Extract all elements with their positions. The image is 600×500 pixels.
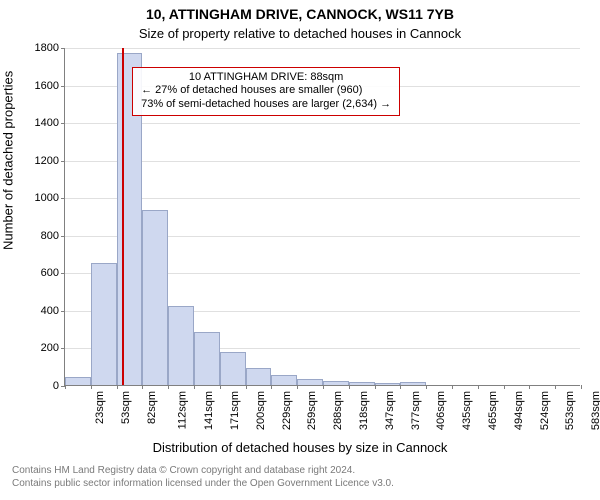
reference-line bbox=[122, 48, 124, 385]
annotation-line: ← 27% of detached houses are smaller (96… bbox=[141, 84, 391, 98]
xtick-mark bbox=[555, 385, 556, 389]
ytick-label: 1800 bbox=[35, 42, 65, 54]
xtick-label: 435sqm bbox=[461, 391, 473, 430]
chart-title: 10, ATTINGHAM DRIVE, CANNOCK, WS11 7YB bbox=[0, 6, 600, 22]
footer-attribution: Contains HM Land Registry data © Crown c… bbox=[12, 464, 394, 490]
xtick-mark bbox=[91, 385, 92, 389]
histogram-bar bbox=[323, 381, 349, 385]
ytick-label: 1200 bbox=[35, 155, 65, 167]
xtick-label: 583sqm bbox=[590, 391, 600, 430]
xtick-mark bbox=[581, 385, 582, 389]
xtick-label: 259sqm bbox=[307, 391, 319, 430]
plot-area: 02004006008001000120014001600180023sqm53… bbox=[64, 48, 580, 386]
xtick-label: 171sqm bbox=[229, 391, 241, 430]
x-axis-label: Distribution of detached houses by size … bbox=[0, 440, 600, 455]
xtick-mark bbox=[452, 385, 453, 389]
xtick-label: 318sqm bbox=[358, 391, 370, 430]
histogram-bar bbox=[375, 383, 401, 385]
ytick-label: 1400 bbox=[35, 117, 65, 129]
xtick-label: 141sqm bbox=[203, 391, 215, 430]
histogram-bar bbox=[297, 379, 323, 385]
xtick-mark bbox=[194, 385, 195, 389]
histogram-bar bbox=[142, 210, 168, 385]
xtick-label: 377sqm bbox=[410, 391, 422, 430]
annotation-line: 10 ATTINGHAM DRIVE: 88sqm bbox=[141, 71, 391, 85]
xtick-label: 494sqm bbox=[513, 391, 525, 430]
xtick-mark bbox=[529, 385, 530, 389]
xtick-mark bbox=[246, 385, 247, 389]
histogram-bar bbox=[91, 263, 117, 385]
xtick-mark bbox=[220, 385, 221, 389]
xtick-mark bbox=[349, 385, 350, 389]
xtick-label: 465sqm bbox=[487, 391, 499, 430]
xtick-label: 112sqm bbox=[177, 391, 189, 429]
xtick-mark bbox=[297, 385, 298, 389]
chart-container: 10, ATTINGHAM DRIVE, CANNOCK, WS11 7YB S… bbox=[0, 0, 600, 500]
xtick-label: 347sqm bbox=[384, 391, 396, 430]
xtick-mark bbox=[478, 385, 479, 389]
histogram-bar bbox=[194, 332, 220, 385]
xtick-mark bbox=[375, 385, 376, 389]
footer-line-2: Contains public sector information licen… bbox=[12, 477, 394, 490]
xtick-mark bbox=[400, 385, 401, 389]
xtick-label: 82sqm bbox=[146, 391, 158, 424]
xtick-label: 406sqm bbox=[436, 391, 448, 430]
xtick-mark bbox=[117, 385, 118, 389]
ytick-label: 1600 bbox=[35, 80, 65, 92]
gridline bbox=[65, 48, 580, 49]
histogram-bar bbox=[349, 382, 375, 385]
ytick-label: 1000 bbox=[35, 192, 65, 204]
xtick-label: 553sqm bbox=[565, 391, 577, 430]
y-axis-label: Number of detached properties bbox=[1, 71, 16, 250]
ytick-label: 800 bbox=[41, 230, 65, 242]
footer-line-1: Contains HM Land Registry data © Crown c… bbox=[12, 464, 394, 477]
histogram-bar bbox=[400, 382, 426, 385]
xtick-label: 524sqm bbox=[539, 391, 551, 430]
chart-subtitle: Size of property relative to detached ho… bbox=[0, 26, 600, 41]
xtick-mark bbox=[426, 385, 427, 389]
xtick-label: 200sqm bbox=[255, 391, 267, 430]
histogram-bar bbox=[168, 306, 194, 385]
ytick-label: 0 bbox=[53, 380, 65, 392]
histogram-bar bbox=[65, 377, 91, 385]
ytick-label: 400 bbox=[41, 305, 65, 317]
xtick-mark bbox=[271, 385, 272, 389]
histogram-bar bbox=[220, 352, 246, 385]
histogram-bar bbox=[271, 375, 297, 385]
xtick-mark bbox=[65, 385, 66, 389]
xtick-mark bbox=[323, 385, 324, 389]
xtick-mark bbox=[142, 385, 143, 389]
annotation-box: 10 ATTINGHAM DRIVE: 88sqm← 27% of detach… bbox=[132, 67, 400, 116]
annotation-line: 73% of semi-detached houses are larger (… bbox=[141, 98, 391, 112]
xtick-label: 23sqm bbox=[94, 391, 106, 424]
xtick-label: 288sqm bbox=[332, 391, 344, 430]
histogram-bar bbox=[246, 368, 272, 385]
xtick-mark bbox=[168, 385, 169, 389]
xtick-label: 229sqm bbox=[281, 391, 293, 430]
ytick-label: 200 bbox=[41, 342, 65, 354]
xtick-mark bbox=[504, 385, 505, 389]
xtick-label: 53sqm bbox=[120, 391, 132, 424]
ytick-label: 600 bbox=[41, 267, 65, 279]
